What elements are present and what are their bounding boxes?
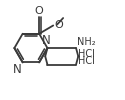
Text: O: O [54,20,63,30]
Text: N: N [42,34,51,47]
Text: HCl: HCl [78,56,95,66]
Text: NH₂: NH₂ [77,37,96,47]
Text: O: O [35,6,43,16]
Text: N: N [12,63,21,76]
Text: HCl: HCl [78,49,95,59]
